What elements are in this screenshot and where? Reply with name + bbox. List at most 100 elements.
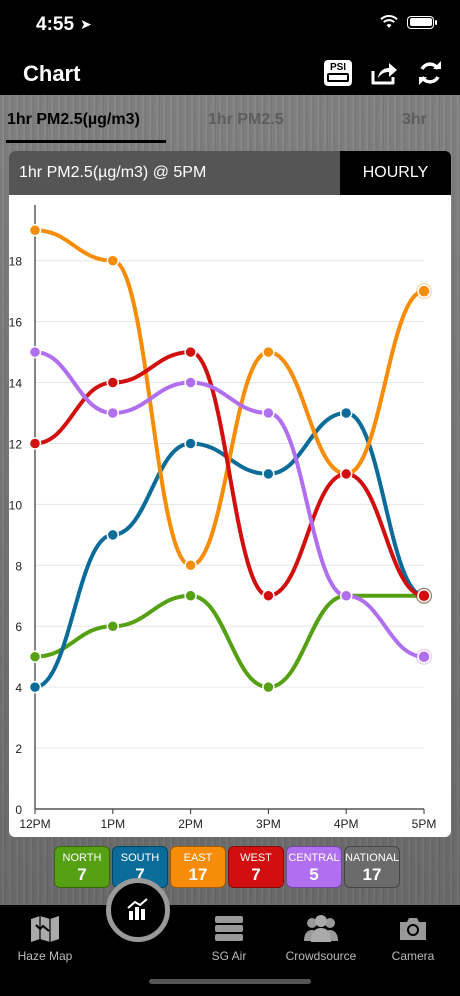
share-icon <box>371 63 397 85</box>
tab-1hr-pm25-ugm3[interactable]: 1hr PM2.5(µg/m3) <box>7 111 140 128</box>
tabbar-camera[interactable]: Camera <box>368 913 458 963</box>
data-point-west <box>262 589 275 603</box>
series-line-central <box>33 350 426 659</box>
legend-north[interactable]: NORTH 7 <box>54 846 110 888</box>
tabbar-camera-label: Camera <box>391 949 435 963</box>
y-tick-label: 8 <box>15 559 22 573</box>
legend-national-name: NATIONAL <box>345 852 400 864</box>
x-tick-label: 12PM <box>19 817 50 831</box>
psi-label: PSI <box>329 62 347 73</box>
legend-north-name: NORTH <box>62 852 102 864</box>
x-tick-label: 5PM <box>412 817 437 831</box>
line-chart: 0 2 4 6 8 10 12 14 16 18 12PM 1PM 2PM 3PM 4PM 5PM <box>9 205 437 831</box>
region-legend: NORTH 7 SOUTH 7 EAST 17 WEST 7 CENTRAL 5… <box>54 846 400 888</box>
x-tick-label: 4PM <box>334 817 359 831</box>
nav-bar: Chart PSI <box>0 50 460 95</box>
legend-central[interactable]: CENTRAL 5 <box>286 846 342 888</box>
pollutant-tabs: 1hr PM2.5(µg/m3) 1hr PM2.5 3hr <box>0 105 460 145</box>
battery-icon <box>407 15 437 29</box>
tabbar-crowdsource-label: Crowdsource <box>285 949 357 963</box>
active-tab-indicator <box>6 140 166 143</box>
chart-card-header: 1hr PM2.5(µg/m3) @ 5PM HOURLY <box>9 151 451 195</box>
legend-west-value: 7 <box>251 865 261 884</box>
data-point-west <box>184 345 197 359</box>
nav-actions: PSI <box>324 59 444 87</box>
legend-national-value: 17 <box>362 865 382 884</box>
y-tick-label: 10 <box>9 498 22 512</box>
legend-east-name: EAST <box>183 852 213 864</box>
legend-national[interactable]: NATIONAL 17 <box>344 846 400 888</box>
data-point-west <box>28 437 42 450</box>
refresh-icon <box>419 61 441 85</box>
y-tick-label: 6 <box>15 620 22 634</box>
y-tick-label: 4 <box>15 681 22 695</box>
legend-central-value: 5 <box>309 865 319 884</box>
hourly-button[interactable]: HOURLY <box>340 151 451 195</box>
share-button[interactable] <box>370 59 398 87</box>
y-tick-label: 18 <box>9 255 22 269</box>
y-tick-label: 16 <box>9 316 22 330</box>
home-indicator <box>149 979 311 984</box>
psi-icon: PSI <box>324 60 352 86</box>
status-bar: 4:55 ➤ <box>0 0 460 50</box>
data-point-east <box>262 345 275 359</box>
tabbar-haze-map[interactable]: Haze Map <box>0 913 90 963</box>
data-point-south <box>262 467 275 481</box>
data-point-south <box>106 528 120 542</box>
page-title: Chart <box>23 61 81 86</box>
y-tick-label: 12 <box>9 437 22 451</box>
legend-west-name: WEST <box>240 852 272 864</box>
data-point-central <box>28 345 42 359</box>
wifi-icon <box>380 15 398 28</box>
psi-button[interactable]: PSI <box>324 59 352 87</box>
data-point-east <box>28 223 42 237</box>
tabbar-sg-air-label: SG Air <box>211 949 247 963</box>
data-point-west <box>339 467 353 481</box>
status-icons <box>371 15 437 29</box>
tabbar-haze-map-label: Haze Map <box>17 949 73 963</box>
chart-card-title: 1hr PM2.5(µg/m3) @ 5PM <box>19 164 207 181</box>
y-tick-label: 14 <box>9 377 22 391</box>
legend-north-value: 7 <box>77 865 87 884</box>
status-time: 4:55 <box>36 14 75 35</box>
tab-1hr-pm25[interactable]: 1hr PM2.5 <box>208 111 284 128</box>
tabbar-chart[interactable] <box>106 878 170 942</box>
data-point-north <box>28 650 42 663</box>
data-point-central <box>417 649 431 664</box>
refresh-button[interactable] <box>416 59 444 87</box>
map-icon <box>31 916 59 942</box>
x-tick-label: 2PM <box>178 817 203 831</box>
location-arrow-icon: ➤ <box>80 16 92 32</box>
tabbar-sg-air[interactable]: SG Air <box>184 913 274 963</box>
legend-south-value: 7 <box>135 865 145 884</box>
tabbar-crowdsource[interactable]: Crowdsource <box>276 913 366 963</box>
legend-central-name: CENTRAL <box>288 852 340 864</box>
camera-icon <box>400 918 426 940</box>
y-tick-label: 2 <box>15 742 22 756</box>
data-point-east <box>417 284 431 298</box>
data-point-west <box>106 376 120 389</box>
data-point-north <box>262 680 275 694</box>
data-point-north <box>184 589 197 603</box>
chart-card: 1hr PM2.5(µg/m3) @ 5PM HOURLY 0 2 4 6 8 10 12 1… <box>9 151 451 837</box>
group-icon <box>304 915 338 942</box>
data-point-east <box>184 559 197 572</box>
data-point-east <box>106 254 120 267</box>
x-tick-label: 3PM <box>256 817 281 831</box>
data-point-south <box>339 406 353 420</box>
series-line-north <box>33 593 426 690</box>
legend-east[interactable]: EAST 17 <box>170 846 226 888</box>
data-point-south <box>28 680 42 694</box>
data-point-west <box>417 589 431 603</box>
data-point-central <box>106 406 120 420</box>
tab-3hr[interactable]: 3hr <box>402 111 427 128</box>
legend-west[interactable]: WEST 7 <box>228 846 284 888</box>
data-point-central <box>184 376 197 389</box>
chart-icon <box>127 898 148 920</box>
data-point-south <box>184 437 197 450</box>
list-icon <box>215 916 243 941</box>
legend-south-name: SOUTH <box>120 852 160 864</box>
data-point-north <box>106 619 120 633</box>
data-point-central <box>262 406 275 420</box>
data-point-central <box>339 589 353 603</box>
